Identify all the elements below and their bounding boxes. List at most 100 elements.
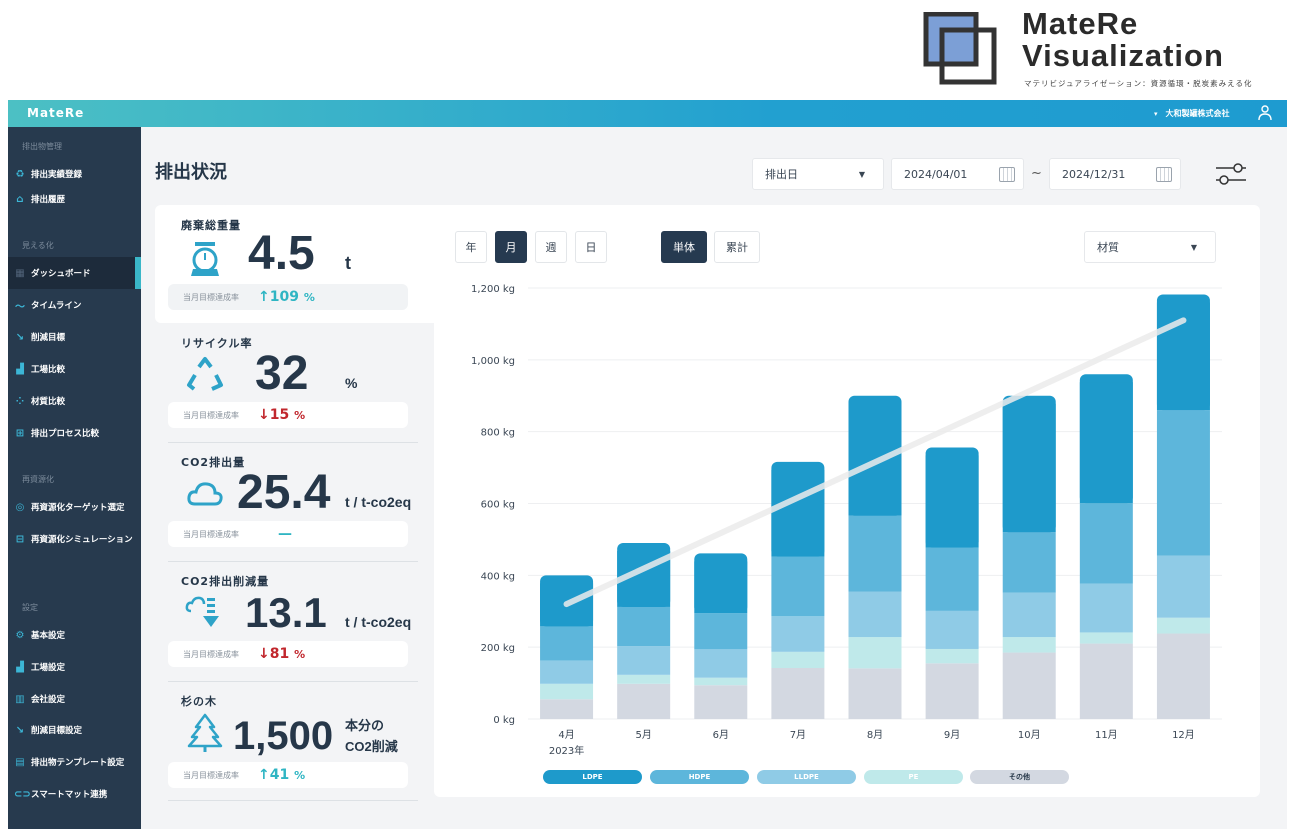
sidebar-item-factory-compare[interactable]: ▟ 工場比較 bbox=[8, 356, 141, 382]
bar-segment-LLDPE bbox=[1079, 583, 1133, 633]
bar-segment-HDPE bbox=[617, 606, 671, 647]
period-week-button[interactable]: 週 bbox=[535, 231, 567, 263]
sidebar-item-process-compare[interactable]: ⊞ 排出プロセス比較 bbox=[8, 420, 141, 446]
period-month-button[interactable]: 月 bbox=[495, 231, 527, 263]
date-type-value: 排出日 bbox=[765, 168, 798, 181]
sidebar-item-recycle-target[interactable]: ◎ 再資源化ターゲット選定 bbox=[8, 494, 141, 520]
sidebar-section-label: 見える化 bbox=[22, 241, 54, 250]
sidebar-item-emission-history[interactable]: ⌂ 排出履歴 bbox=[8, 186, 141, 212]
materials-icon: ⁘ bbox=[15, 395, 25, 407]
sidebar-section-label: 設定 bbox=[22, 603, 38, 612]
legend-pe[interactable]: PE bbox=[864, 770, 963, 784]
arrow-up-icon: ↑ bbox=[258, 289, 270, 305]
filter-settings-icon[interactable] bbox=[1214, 161, 1248, 191]
logo-line2: Visualization bbox=[1022, 38, 1224, 73]
bar-segment-その他 bbox=[540, 699, 594, 719]
kpi-card-co2-reduction[interactable]: CO2排出削減量 13.1 t / t-co2eq 当月目標達成率 ↓81 % bbox=[155, 561, 434, 681]
legend-ldpe[interactable]: LDPE bbox=[543, 770, 642, 784]
calendar-icon[interactable] bbox=[999, 166, 1015, 182]
group-by-select[interactable]: 材質 ▼ bbox=[1084, 231, 1216, 263]
sidebar-item-smartmat[interactable]: ⊂⊃ スマートマット連携 bbox=[8, 781, 141, 807]
kpi-title: CO2排出削減量 bbox=[181, 575, 270, 588]
bar-segment-LDPE bbox=[694, 561, 748, 614]
y-tick-label: 800 kg bbox=[481, 428, 515, 439]
bar-segment-LDPE bbox=[771, 469, 825, 557]
goal-label: 当月目標達成率 bbox=[183, 649, 239, 659]
sidebar-item-reduction-target-settings[interactable]: ↘ 削減目標設定 bbox=[8, 717, 141, 743]
divider bbox=[168, 800, 418, 801]
sidebar-item-reduction-target[interactable]: ↘ 削減目標 bbox=[8, 324, 141, 350]
factory-icon: ▟ bbox=[16, 661, 24, 673]
kpi-card-co2-emission[interactable]: CO2排出量 25.4 t / t-co2eq 当月目標達成率 — bbox=[155, 442, 434, 561]
logo-mark-icon bbox=[923, 11, 997, 85]
sidebar-item-material-compare[interactable]: ⁘ 材質比較 bbox=[8, 388, 141, 414]
kpi-card-recycle-rate[interactable]: リサイクル率 32 % 当月目標達成率 ↓15 % bbox=[155, 323, 434, 442]
kpi-card-cedar-trees[interactable]: 杉の木 1,500 本分の CO2削減 当月目標達成率 ↑41 % bbox=[155, 681, 434, 800]
legend-lldpe[interactable]: LLDPE bbox=[757, 770, 856, 784]
bar-segment-LLDPE bbox=[617, 646, 671, 675]
bar-segment-HDPE bbox=[1156, 410, 1210, 556]
date-from-input[interactable]: 2024/04/01 bbox=[891, 158, 1024, 190]
bar-segment-LLDPE bbox=[1002, 592, 1056, 638]
sidebar-item-dashboard[interactable]: ▦ ダッシュボード bbox=[8, 257, 141, 289]
y-tick-label: 0 kg bbox=[493, 715, 515, 726]
bar-segment-LLDPE bbox=[925, 610, 979, 649]
period-year-button[interactable]: 年 bbox=[455, 231, 487, 263]
sidebar-item-label: 排出プロセス比較 bbox=[31, 429, 100, 439]
bar-segment-HDPE bbox=[771, 556, 825, 617]
sidebar-item-timeline[interactable]: 〜タイムライン bbox=[8, 292, 141, 318]
cloud-down-icon bbox=[185, 596, 219, 627]
page-title: 排出状況 bbox=[155, 162, 227, 183]
date-to-input[interactable]: 2024/12/31 bbox=[1049, 158, 1181, 190]
logo-line1: MateRe bbox=[1022, 6, 1139, 41]
company-selector[interactable]: ▾ 大和製罐株式会社 bbox=[1154, 108, 1230, 119]
date-type-select[interactable]: 排出日 ▼ bbox=[752, 158, 884, 190]
divider bbox=[168, 561, 418, 562]
sidebar-item-basic-settings[interactable]: ⚙ 基本設定 bbox=[8, 622, 141, 648]
kpi-goal: 当月目標達成率 ↓15 % bbox=[168, 402, 408, 428]
sidebar-item-template-settings[interactable]: ▤ 排出物テンプレート設定 bbox=[8, 749, 141, 775]
sidebar-item-label: 排出物テンプレート設定 bbox=[31, 758, 125, 768]
top-header: MateRe ▾ 大和製罐株式会社 bbox=[8, 100, 1287, 127]
bar-segment-HDPE bbox=[848, 515, 902, 592]
x-tick-label: 9月 bbox=[944, 729, 960, 741]
trend-icon: 〜 bbox=[15, 301, 25, 313]
kpi-card-total-weight[interactable]: 廃棄総重量 4.5 t 当月目標達成率 ↑109 % bbox=[155, 205, 434, 323]
sidebar-item-label: タイムライン bbox=[31, 301, 82, 311]
sidebar-item-label: 工場設定 bbox=[31, 663, 66, 673]
period-day-button[interactable]: 日 bbox=[575, 231, 607, 263]
kpi-unit: t / t-co2eq bbox=[345, 494, 412, 510]
sidebar-item-label: 削減目標 bbox=[31, 333, 66, 343]
sidebar-item-company-settings[interactable]: ▥ 会社設定 bbox=[8, 686, 141, 712]
sidebar-item-label: 削減目標設定 bbox=[31, 726, 83, 736]
simulation-icon: ⊟ bbox=[15, 533, 25, 545]
kpi-title: 廃棄総重量 bbox=[181, 219, 241, 232]
sidebar-item-factory-settings[interactable]: ▟ 工場設定 bbox=[8, 654, 141, 680]
sidebar-item-recycle-simulation[interactable]: ⊟ 再資源化シミュレーション bbox=[8, 526, 141, 552]
legend-other[interactable]: その他 bbox=[970, 770, 1069, 784]
active-indicator bbox=[135, 257, 141, 289]
goal-label: 当月目標達成率 bbox=[183, 410, 239, 420]
legend-hdpe[interactable]: HDPE bbox=[650, 770, 749, 784]
process-icon: ⊞ bbox=[15, 427, 25, 439]
y-tick-label: 1,200 kg bbox=[471, 284, 515, 295]
sidebar-section-label: 再資源化 bbox=[22, 475, 54, 484]
calendar-icon[interactable] bbox=[1156, 166, 1172, 182]
kpi-goal: 当月目標達成率 ↑41 % bbox=[168, 762, 408, 788]
goal-value: ↑109 % bbox=[258, 289, 315, 305]
goal-label: 当月目標達成率 bbox=[183, 770, 239, 780]
sidebar-item-label: 工場比較 bbox=[31, 365, 66, 375]
date-range-separator: ~ bbox=[1031, 166, 1042, 181]
x-tick-label: 12月 bbox=[1172, 729, 1195, 741]
user-icon[interactable] bbox=[1258, 105, 1272, 125]
x-tick-label: 10月 bbox=[1018, 729, 1041, 741]
app-name[interactable]: MateRe bbox=[27, 106, 85, 120]
mode-single-button[interactable]: 単体 bbox=[661, 231, 707, 263]
mode-cumulative-button[interactable]: 累計 bbox=[714, 231, 760, 263]
sidebar-item-emission-register[interactable]: ♻ 排出実績登録 bbox=[8, 161, 141, 187]
divider bbox=[168, 681, 418, 682]
bar-segment-その他 bbox=[771, 667, 825, 719]
kpi-value: 13.1 bbox=[245, 589, 327, 636]
goal-value: — bbox=[278, 526, 292, 542]
goal-value: ↓81 % bbox=[258, 646, 306, 662]
